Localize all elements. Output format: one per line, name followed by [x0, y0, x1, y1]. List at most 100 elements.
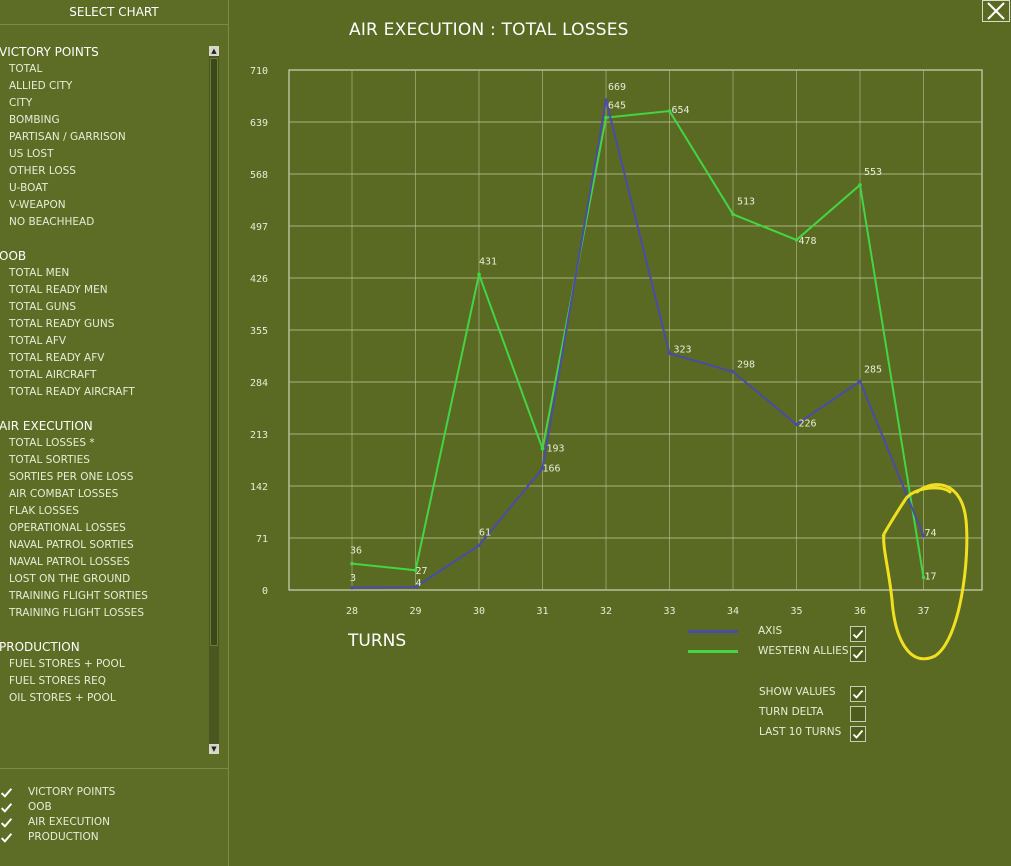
data-value-label: 61 [479, 527, 491, 538]
series-visibility-checkbox[interactable] [850, 626, 866, 642]
option-checkbox[interactable] [850, 706, 866, 722]
data-point [477, 543, 481, 548]
x-tick-label: 28 [346, 606, 358, 617]
option-checkbox[interactable] [850, 686, 866, 702]
data-value-label: 431 [479, 256, 497, 267]
filter-checkbox[interactable] [0, 801, 14, 813]
category-filters: VICTORY POINTS OOB AIR EXECUTION PRODUCTION [0, 784, 115, 844]
scroll-up-icon[interactable]: ▲ [209, 46, 219, 56]
chart-list-item[interactable]: TOTAL AFV [9, 335, 67, 347]
chart-list-item[interactable]: TOTAL [9, 63, 43, 75]
chart-list-item[interactable]: NAVAL PATROL SORTIES [9, 539, 134, 551]
y-tick-label: 213 [250, 430, 268, 441]
checkmark-icon [0, 817, 13, 828]
legend-item: AXIS [688, 622, 782, 640]
chart-list-item[interactable]: OIL STORES + POOL [9, 692, 116, 704]
data-value-label: 27 [416, 566, 428, 577]
legend-label: WESTERN ALLIES [758, 645, 849, 657]
scrollbar-thumb[interactable] [210, 58, 218, 646]
data-point [667, 109, 672, 113]
data-point [540, 466, 545, 471]
chart-list-item[interactable]: TRAINING FLIGHT LOSSES [9, 607, 144, 619]
option-checkbox[interactable] [850, 726, 866, 742]
chart-list-item[interactable]: TRAINING FLIGHT SORTIES [9, 590, 148, 602]
chart-list-item[interactable]: AIR COMBAT LOSSES [9, 488, 119, 500]
data-value-label: 3 [350, 573, 356, 584]
filter-checkbox[interactable] [0, 816, 14, 828]
data-value-label: 553 [864, 167, 882, 178]
chart-list-item[interactable]: TOTAL READY MEN [9, 284, 108, 296]
series-visibility-checkbox[interactable] [850, 646, 866, 662]
filter-row[interactable]: AIR EXECUTION [0, 814, 115, 829]
filter-label: OOB [28, 800, 52, 813]
series-line-axis [351, 99, 925, 589]
y-tick-label: 639 [250, 118, 268, 129]
chart-list-item[interactable]: V-WEAPON [9, 199, 66, 211]
filter-label: VICTORY POINTS [28, 785, 116, 798]
filter-row[interactable]: OOB [0, 799, 115, 814]
y-tick-label: 71 [256, 534, 268, 545]
chart-list-item[interactable]: TOTAL READY GUNS [9, 318, 115, 330]
filter-row[interactable]: PRODUCTION [0, 829, 115, 844]
data-value-label: 513 [737, 196, 755, 207]
data-point [604, 98, 608, 102]
chart-list-item[interactable]: FUEL STORES REQ [9, 675, 107, 687]
data-point [921, 575, 926, 580]
chart-list-item[interactable]: TOTAL READY AIRCRAFT [9, 386, 135, 398]
close-button[interactable] [982, 0, 1010, 22]
divider [0, 768, 228, 769]
chart-list-item[interactable]: ALLIED CITY [9, 80, 73, 92]
data-point [413, 585, 418, 589]
chart-list-item[interactable]: TOTAL LOSSES * [9, 437, 95, 449]
chart-list-item[interactable]: PARTISAN / GARRISON [9, 131, 126, 143]
chart-list-item[interactable]: FUEL STORES + POOL [9, 658, 125, 670]
scroll-down-icon[interactable]: ▼ [209, 744, 219, 754]
chart-list-item[interactable]: FLAK LOSSES [9, 505, 79, 517]
chart-list-item[interactable]: TOTAL MEN [9, 267, 70, 279]
data-value-label: 226 [799, 418, 817, 429]
filter-row[interactable]: VICTORY POINTS [0, 784, 115, 799]
data-value-label: 323 [674, 344, 692, 355]
chart-list-item[interactable]: NO BEACHHEAD [9, 216, 95, 228]
chart-list-item[interactable]: OTHER LOSS [9, 165, 76, 177]
chart-list: VICTORY POINTS TOTAL ALLIED CITY CITY BOMBIN… [0, 44, 206, 752]
chart-list-scrollbar[interactable]: ▲ ▼ [209, 46, 219, 754]
chart-list-item[interactable]: SORTIES PER ONE LOSS [9, 471, 134, 483]
chart-list-item[interactable]: U-BOAT [9, 182, 48, 194]
filter-checkbox[interactable] [0, 831, 14, 843]
chart-list-item[interactable]: TOTAL SORTIES [9, 454, 90, 466]
x-axis-label: TURNS [348, 631, 407, 651]
y-tick-label: 568 [250, 170, 268, 181]
section-title: VICTORY POINTS [0, 45, 99, 59]
filter-checkbox[interactable] [0, 786, 14, 798]
data-point [604, 115, 608, 120]
y-tick-label: 426 [250, 274, 268, 285]
chart-list-item[interactable]: TOTAL AIRCRAFT [9, 369, 97, 381]
data-value-label: 285 [864, 364, 882, 375]
chart-list-item[interactable]: CITY [9, 97, 33, 109]
option-label: SHOW VALUES [759, 686, 836, 698]
y-tick-label: 355 [250, 326, 268, 337]
checkmark-icon [0, 802, 13, 813]
data-value-label: 654 [672, 105, 690, 116]
checkmark-icon [852, 649, 864, 659]
chart-list-item[interactable]: US LOST [9, 148, 54, 160]
chart-list-item[interactable]: OPERATIONAL LOSSES [9, 522, 126, 534]
chart-list-item[interactable]: TOTAL READY AFV [9, 352, 105, 364]
chart-list-item[interactable]: TOTAL GUNS [9, 301, 76, 313]
x-tick-label: 29 [409, 606, 421, 617]
x-tick-label: 34 [727, 606, 739, 617]
x-tick-label: 37 [917, 606, 929, 617]
section-title: PRODUCTION [0, 640, 80, 654]
y-tick-label: 284 [250, 378, 268, 389]
chart-list-item[interactable]: LOST ON THE GROUND [9, 573, 131, 585]
section-title: AIR EXECUTION [0, 419, 93, 433]
annotation-circle [881, 483, 969, 661]
data-point [921, 534, 926, 538]
chart-list-item[interactable]: NAVAL PATROL LOSSES [9, 556, 130, 568]
x-tick-label: 31 [536, 606, 548, 617]
chart-list-item[interactable]: BOMBING [9, 114, 60, 126]
y-tick-label: 0 [262, 586, 268, 597]
data-value-label: 478 [799, 236, 817, 247]
data-point [794, 238, 799, 242]
